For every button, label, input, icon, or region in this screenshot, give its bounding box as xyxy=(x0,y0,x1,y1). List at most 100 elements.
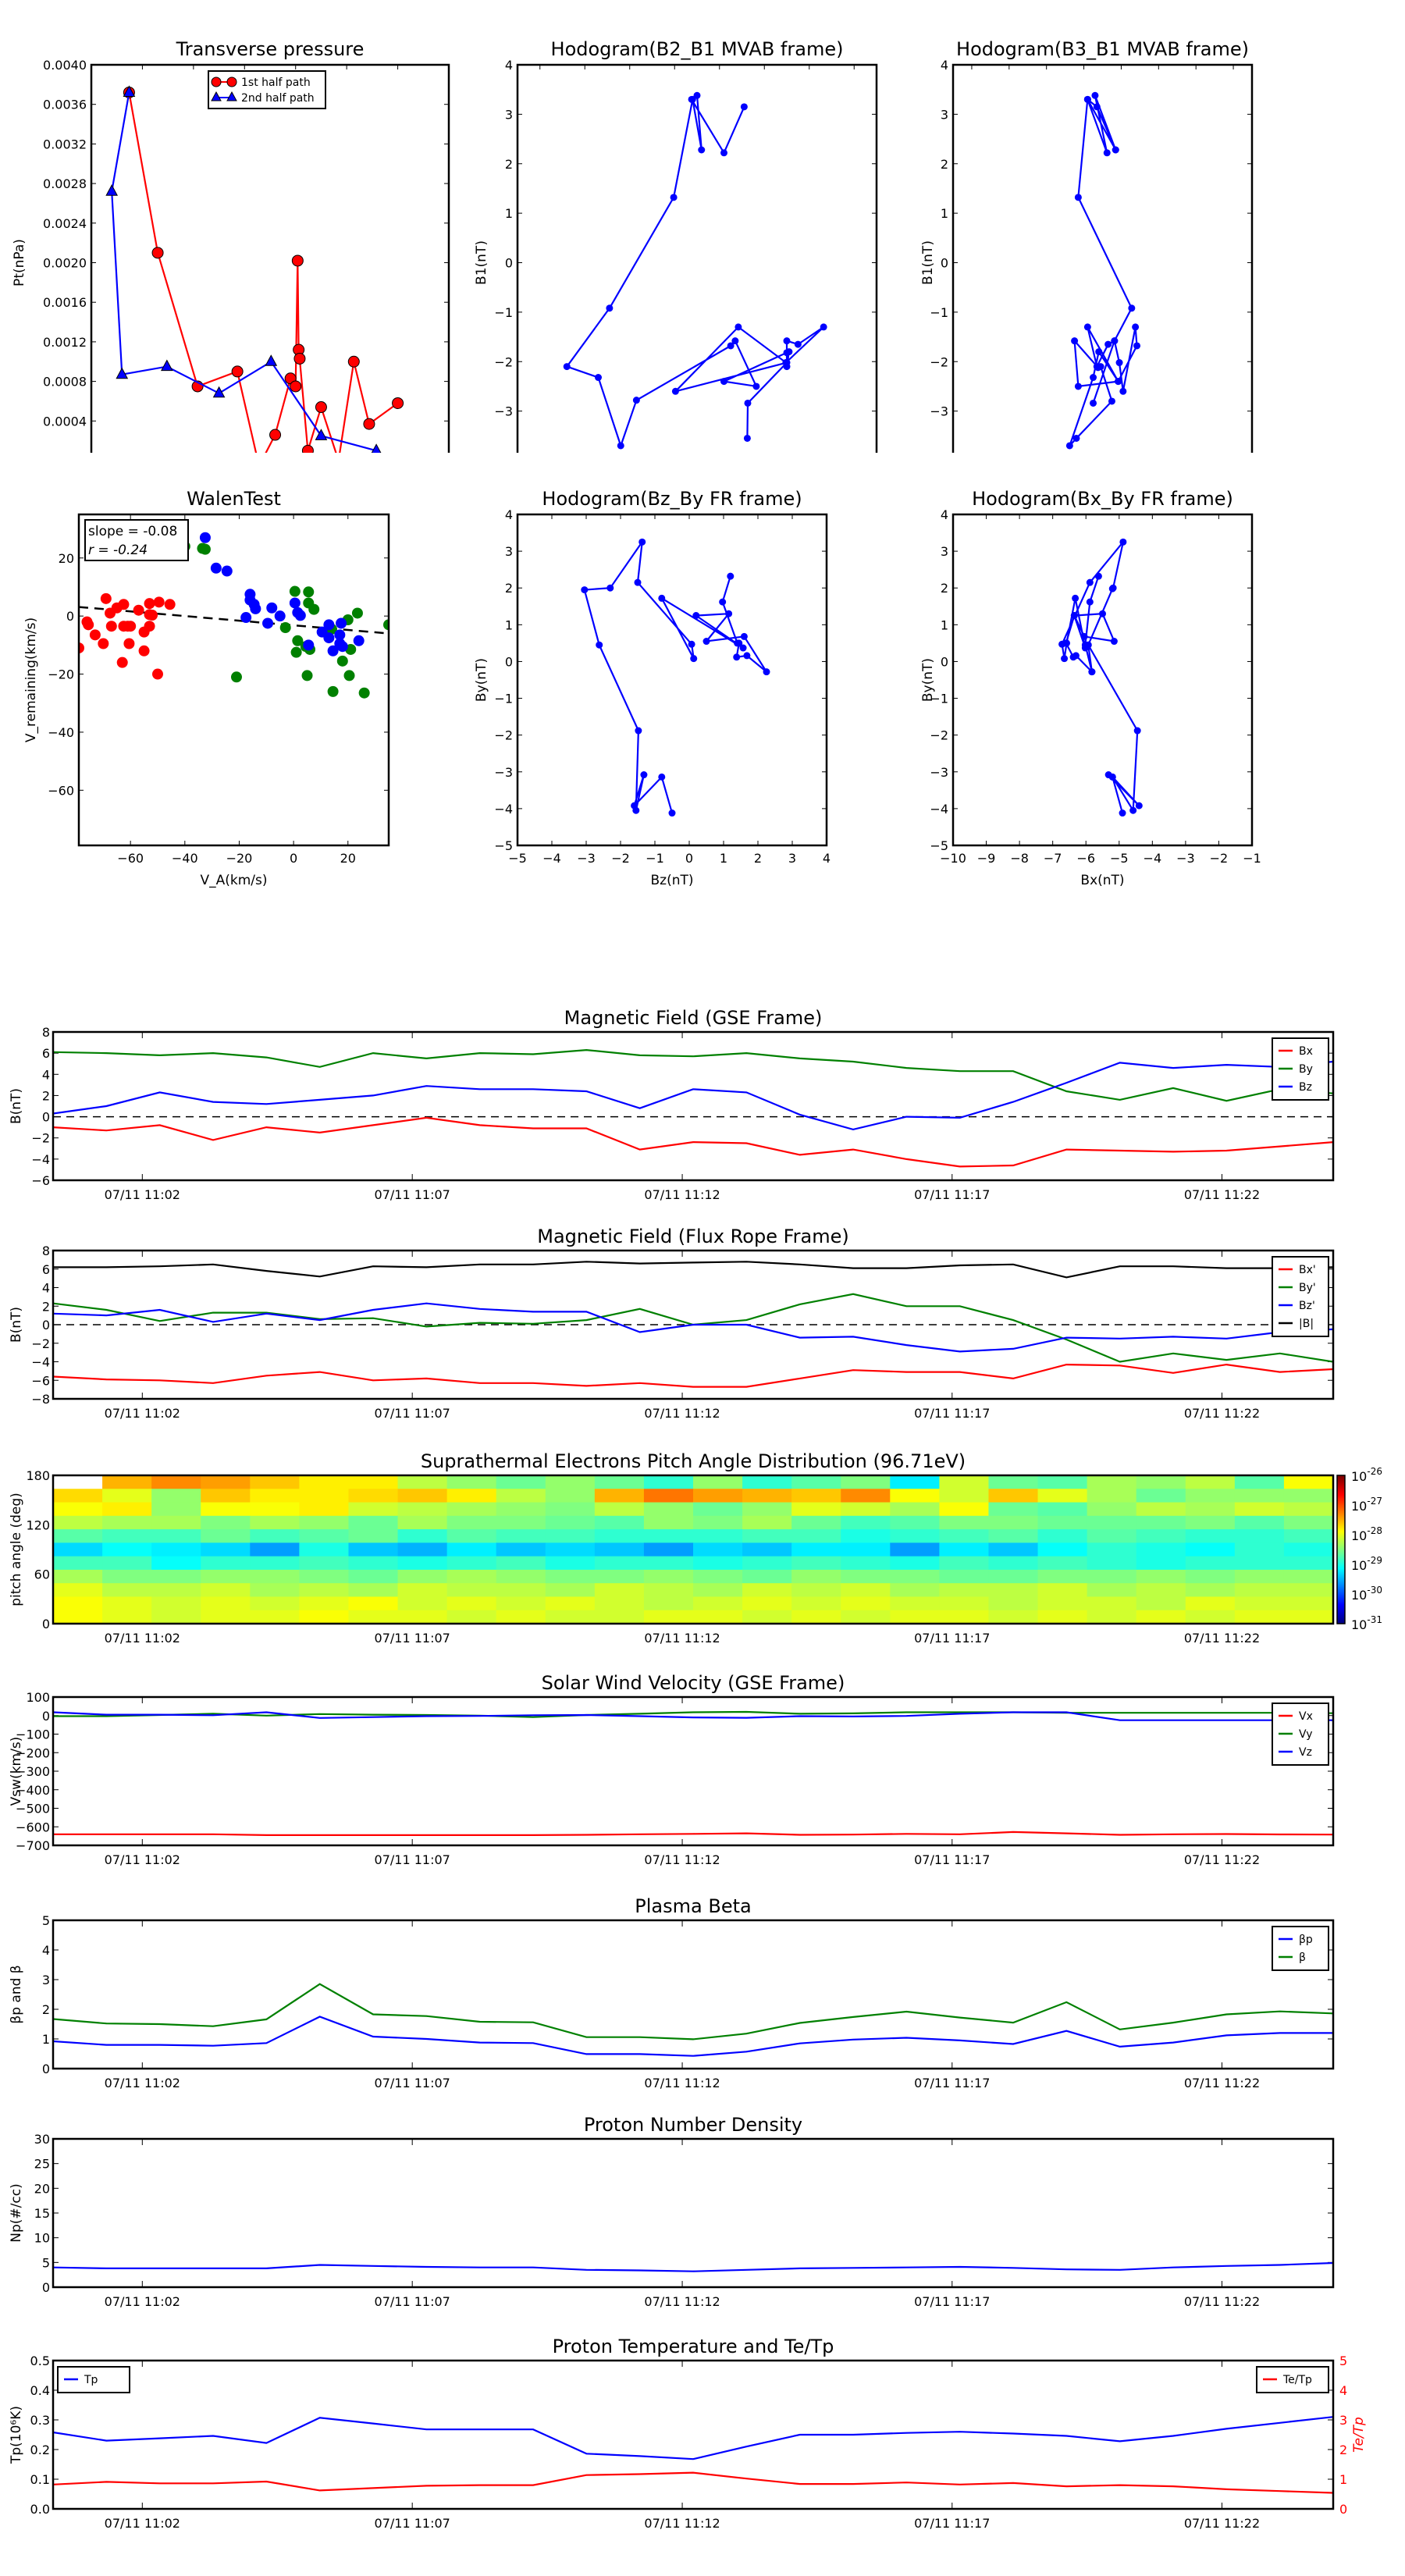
colorbar-segment xyxy=(1337,1570,1345,1572)
heatmap-cell xyxy=(988,1542,1039,1557)
data-point xyxy=(744,399,752,407)
colorbar-segment xyxy=(1337,1621,1345,1623)
y-axis-label: By(nT) xyxy=(474,658,489,702)
y-tick-label: 10 xyxy=(34,2231,50,2246)
colorbar-segment xyxy=(1337,1502,1345,1504)
y-tick-label: 0.0028 xyxy=(43,176,87,191)
y-tick-label: −4 xyxy=(494,802,513,817)
heatmap-cell xyxy=(890,1569,940,1584)
colorbar-segment xyxy=(1337,1589,1345,1592)
colorbar-label: 10-26 xyxy=(1351,1466,1382,1484)
chart-hodogram-b2-b1: Hodogram(B2_B1 MVAB frame)−3−2−101234−4−… xyxy=(474,38,878,503)
data-point xyxy=(1110,638,1118,646)
heatmap-cell xyxy=(102,1475,152,1489)
heatmap-cell xyxy=(1234,1569,1285,1584)
x-axis-label: V_A(km/s) xyxy=(200,873,267,888)
data-point xyxy=(752,382,760,390)
colorbar-segment xyxy=(1337,1580,1345,1583)
y-tick-label: 25 xyxy=(34,2157,50,2172)
colorbar-segment xyxy=(1337,1613,1345,1616)
x-tick-label: 2 xyxy=(754,851,762,866)
heatmap-cell xyxy=(890,1515,940,1530)
y-tick-label: 4 xyxy=(42,1067,50,1082)
y-tick-label: 0.2 xyxy=(30,2443,50,2457)
y-tick-label: 0 xyxy=(42,1709,50,1724)
heatmap-cell xyxy=(742,1515,792,1530)
data-point-2nd half path xyxy=(212,386,226,398)
heatmap-cell xyxy=(545,1515,596,1530)
data-point xyxy=(671,387,679,395)
x-tick-label: 07/11 11:07 xyxy=(375,2076,450,2090)
colorbar-segment xyxy=(1337,1494,1345,1497)
heatmap-cell xyxy=(1185,1502,1236,1517)
data-point-segment-1 xyxy=(83,619,94,631)
heatmap-cell xyxy=(939,1502,989,1517)
y-tick-label: −2 xyxy=(494,728,513,743)
heatmap-cell xyxy=(1037,1515,1088,1530)
data-point xyxy=(1071,337,1079,345)
colorbar-segment xyxy=(1337,1476,1345,1479)
heatmap-cell xyxy=(496,1610,546,1624)
data-point xyxy=(595,374,602,382)
y-tick-label-right: 0 xyxy=(1339,2502,1347,2517)
colorbar-segment xyxy=(1337,1550,1345,1553)
data-point xyxy=(702,638,710,646)
heatmap-cell xyxy=(1136,1583,1186,1597)
x-tick-label: −3 xyxy=(577,851,596,866)
chart-title: WalenTest xyxy=(187,488,281,510)
data-point xyxy=(743,434,751,442)
series-line-Np xyxy=(53,2261,1333,2272)
data-point-segment-3 xyxy=(210,562,222,574)
colorbar-segment xyxy=(1337,1579,1345,1582)
colorbar-label: 10-27 xyxy=(1351,1496,1382,1514)
heatmap-cell xyxy=(791,1569,841,1584)
data-point xyxy=(1103,149,1111,157)
data-point-segment-3 xyxy=(323,632,335,644)
series-line-Bz xyxy=(53,1060,1333,1131)
heatmap-cell xyxy=(742,1610,792,1624)
colorbar-segment xyxy=(1337,1617,1345,1620)
heatmap-cell xyxy=(1136,1489,1186,1503)
heatmap-cell xyxy=(791,1542,841,1557)
colorbar-segment xyxy=(1337,1591,1345,1593)
panel-magnetic-field-gse: Magnetic Field (GSE Frame) 07/11 11:02 07/… xyxy=(0,999,1405,1202)
y-axis-label: Np(#/cc) xyxy=(9,2183,24,2242)
colorbar-label: 10-29 xyxy=(1351,1555,1382,1573)
heatmap-cell xyxy=(693,1596,743,1611)
y-tick-label: −400 xyxy=(16,1783,50,1798)
y-tick-label: 4 xyxy=(941,58,948,73)
data-point-segment-1 xyxy=(133,604,144,616)
data-point xyxy=(1062,639,1070,647)
x-tick-label: 07/11 11:02 xyxy=(105,2294,180,2309)
x-tick-label: −40 xyxy=(172,851,198,866)
y-tick-label: 0 xyxy=(941,256,948,271)
data-point-segment-3 xyxy=(262,617,274,629)
plot-frame xyxy=(52,1030,1335,1182)
colorbar-segment xyxy=(1337,1552,1345,1555)
heatmap-cell xyxy=(890,1489,940,1503)
y-tick-label: 0.5 xyxy=(30,2354,50,2368)
heatmap-cell xyxy=(299,1542,349,1557)
heatmap-cell xyxy=(890,1475,940,1489)
x-tick-label: 07/11 11:02 xyxy=(105,2076,180,2090)
series-line-Bx xyxy=(53,1116,1333,1168)
colorbar-segment xyxy=(1337,1479,1345,1482)
colorbar-segment xyxy=(1337,1586,1345,1589)
x-tick-label: 07/11 11:12 xyxy=(644,2076,720,2090)
data-point xyxy=(1072,652,1080,660)
y-axis-label-right: Te/Tp xyxy=(1351,2417,1367,2453)
data-point-segment-3 xyxy=(353,635,365,646)
data-point xyxy=(606,584,614,592)
heatmap-cell xyxy=(643,1556,694,1571)
data-point xyxy=(1128,304,1136,312)
data-point xyxy=(740,632,748,640)
x-tick-label: 07/11 11:22 xyxy=(1184,1406,1260,1421)
colorbar-segment xyxy=(1337,1506,1345,1509)
data-point-1st half path xyxy=(363,418,375,430)
data-point-segment-1 xyxy=(138,645,150,656)
heatmap-cell xyxy=(250,1515,300,1530)
heatmap-cell xyxy=(53,1556,103,1571)
annotation-r: r = -0.24 xyxy=(88,543,148,558)
y-tick-label: 0.0020 xyxy=(43,256,87,271)
heatmap-cell xyxy=(643,1542,694,1557)
